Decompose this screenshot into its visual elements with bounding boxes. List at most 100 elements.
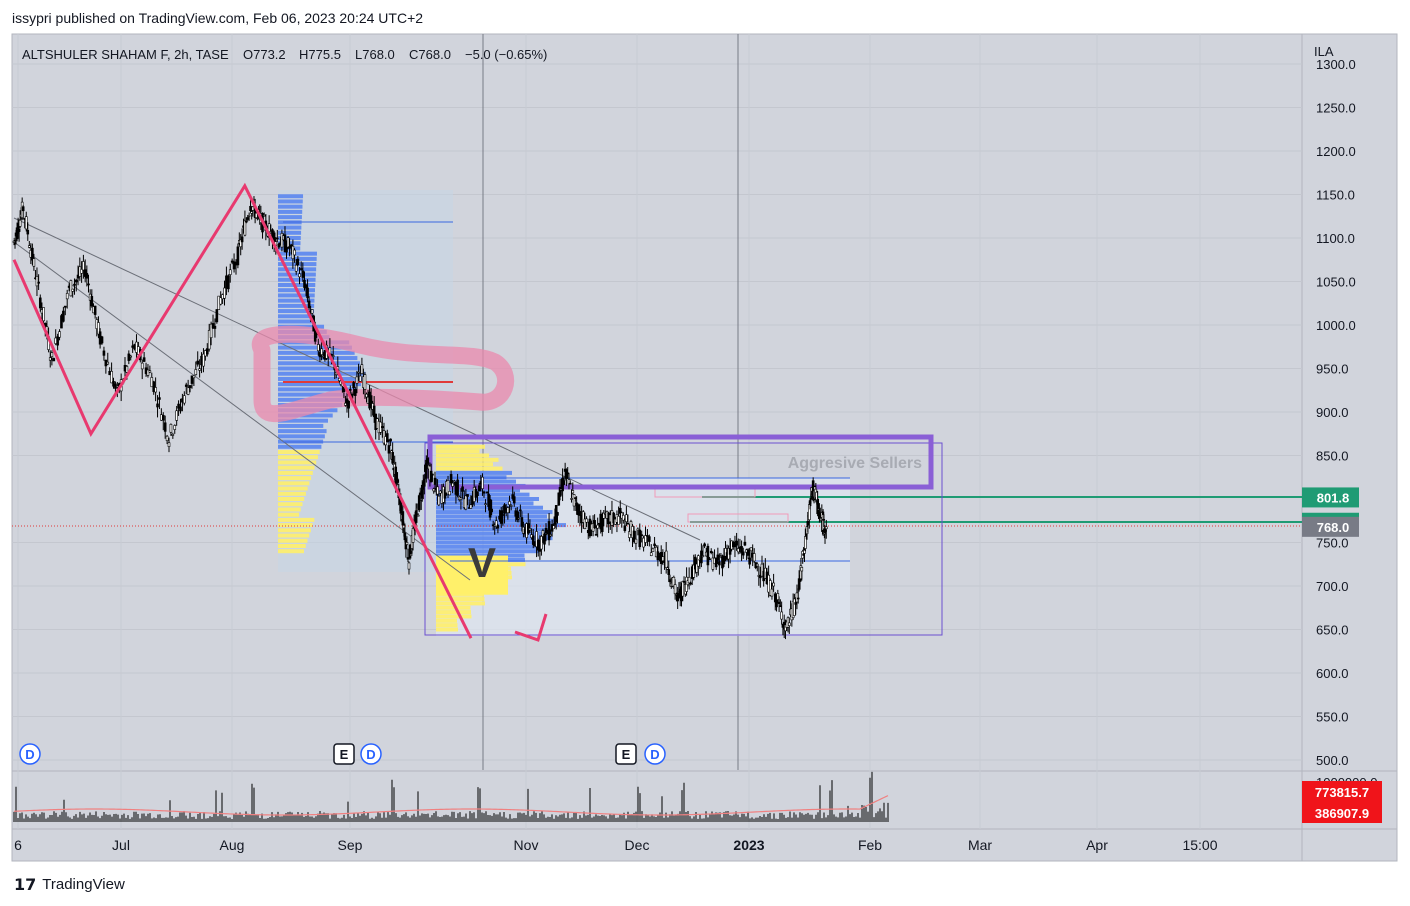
vp-left-bar [278,356,358,361]
candle-body [223,287,226,299]
candle-body [161,415,165,421]
currency-label: ILA [1314,44,1334,59]
vp-range-bar [436,610,471,615]
candle-body [787,622,791,626]
candle-body [416,514,420,517]
candle-body [429,470,433,483]
vp-left-bar [278,486,308,491]
candle-body [24,216,28,230]
ohlc-open: O773.2 [243,47,286,62]
vp-left-bar [278,528,311,533]
candle-body [759,574,762,579]
candle-body [414,510,418,523]
candle-body [352,382,355,389]
price-tick-4: 1100.0 [1316,231,1355,246]
candle-body [167,442,171,447]
range-box [424,442,943,636]
vp-left-bar [278,507,301,512]
candle-body [102,350,106,356]
vp-left-bar [278,392,352,397]
candle-body [796,597,800,600]
candle-body [695,563,699,573]
candle-body [728,548,732,555]
vp-range-bar [436,536,553,541]
candle-body [26,229,30,235]
candle-body [703,543,706,547]
candle-body [499,510,503,524]
dividend-marker-3[interactable] [644,743,666,765]
candle-body [626,522,630,525]
vp-left-bar [278,298,315,303]
price-badge-0: 801.8 [1317,490,1350,505]
candle-body [572,494,576,507]
tradingview-footer[interactable]: 17 TradingView [14,875,125,894]
candle-body [207,330,211,350]
candle-body [664,550,668,568]
candle-body [171,433,175,436]
vp-range-bar [436,510,553,515]
candle-body [618,507,622,514]
candle-body [714,557,718,568]
candle-body [456,479,459,496]
candle-body [519,509,522,512]
candle-body [405,542,409,545]
candle-body [795,592,799,603]
vp-left-bar [278,319,314,324]
candle-body [649,552,653,556]
candle-body [188,385,192,388]
candle-body [202,353,205,367]
candle-body [602,512,606,519]
candle-body [484,503,487,505]
vp-range-bar [436,605,471,610]
vp-left-bar [278,209,303,214]
price-tick-14: 550.0 [1316,710,1349,725]
price-candles [12,196,828,640]
candle-body [391,451,394,464]
aggressive-sellers-box [427,434,934,490]
candle-body [198,368,201,371]
candle-body [748,557,751,565]
candle-body [443,489,447,499]
dividend-marker-2[interactable] [360,743,382,765]
time-label-3: Sep [338,837,363,853]
candle-body [228,269,232,275]
vp-range-bar [436,544,539,549]
vp-range-bar [436,453,489,458]
candle-body [236,246,240,266]
dividend-marker-1[interactable] [19,743,41,765]
price-badge-bg-2 [1302,516,1359,537]
vp-left-bar [278,450,320,455]
candle-body [289,244,293,248]
vp-left-bar [278,303,315,308]
vp-left-bar [278,366,363,371]
candle-body [687,576,691,584]
candle-body [661,556,665,562]
candle-body [718,561,721,566]
candle-body [544,527,548,534]
vp-left-bar [278,293,315,298]
candle-body [822,518,826,521]
candle-body [528,528,532,531]
candle-body [461,486,464,492]
earnings-marker-1[interactable] [333,743,355,765]
price-tick-0: 1300.0 [1316,57,1356,72]
candle-body [640,534,643,536]
price-badge-2: 768.0 [1317,520,1350,535]
vp-left-bar [278,429,327,434]
candle-body [240,236,244,243]
candle-body [612,512,615,524]
candle-body [63,305,67,308]
candle-body [583,518,587,529]
vp-left-bar [278,194,304,199]
candle-body [35,276,39,287]
vp-left-bar [278,230,302,235]
candle-body [179,406,182,412]
vp-left-bar [278,481,310,486]
candle-body [396,479,400,483]
candle-body [676,592,679,602]
candle-body [213,325,217,329]
candle-body [215,309,219,323]
earnings-marker-2[interactable] [615,743,637,765]
